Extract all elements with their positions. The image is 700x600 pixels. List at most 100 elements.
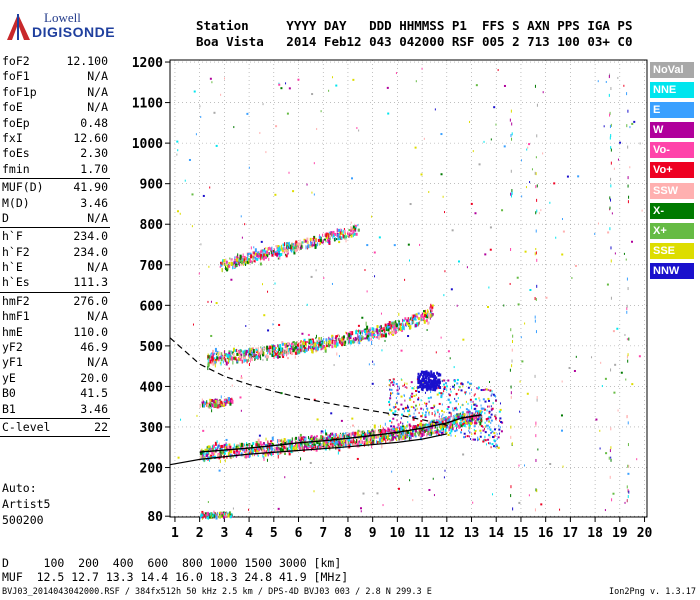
- echo-point: [372, 336, 374, 339]
- echo-point: [207, 353, 209, 356]
- param-divider: [0, 291, 110, 293]
- echo-point: [474, 416, 477, 420]
- echo-point: [610, 246, 612, 250]
- echo-point: [213, 513, 215, 516]
- echo-point: [566, 175, 569, 178]
- echo-point: [209, 457, 211, 462]
- echo-point: [277, 257, 279, 260]
- echo-point: [268, 252, 270, 256]
- echo-point: [423, 310, 426, 313]
- echo-point: [221, 267, 223, 272]
- echo-point: [343, 228, 345, 231]
- echo-point: [443, 386, 446, 389]
- echo-point: [511, 194, 513, 198]
- echo-point: [313, 236, 315, 240]
- echo-point: [469, 431, 471, 434]
- echo-point: [215, 448, 218, 451]
- echo-point: [206, 403, 208, 406]
- echo-point: [337, 438, 339, 442]
- echo-point: [216, 440, 218, 444]
- echo-point: [250, 355, 252, 359]
- echo-point: [456, 378, 459, 381]
- echo-point: [336, 352, 338, 356]
- echo-point: [396, 435, 398, 438]
- echo-point: [422, 312, 424, 315]
- echo-point: [309, 438, 311, 443]
- echo-point: [493, 439, 496, 442]
- echo-point: [397, 426, 399, 429]
- echo-point: [350, 229, 353, 233]
- echo-point: [364, 337, 367, 340]
- echo-point: [459, 414, 462, 417]
- echo-point: [219, 403, 221, 407]
- echo-point: [332, 234, 335, 238]
- echo-point: [245, 256, 247, 260]
- echo-point: [476, 387, 478, 390]
- echo-point: [253, 449, 255, 452]
- echo-point: [297, 443, 299, 448]
- echo-point: [319, 343, 322, 347]
- echo-point: [380, 312, 382, 315]
- echo-point: [439, 430, 442, 434]
- echo-point: [334, 337, 337, 340]
- echo-point: [249, 349, 251, 353]
- echo-point: [288, 347, 290, 352]
- echo-point: [479, 412, 482, 415]
- echo-point: [227, 452, 230, 457]
- echo-point: [375, 328, 378, 333]
- echo-point: [479, 435, 482, 438]
- echo-point: [395, 320, 397, 324]
- echo-point: [535, 421, 537, 425]
- echo-point: [340, 340, 342, 345]
- echo-point: [235, 448, 238, 452]
- echo-point: [454, 407, 457, 410]
- echo-point: [476, 415, 478, 420]
- echo-point: [277, 454, 279, 459]
- echo-point: [454, 384, 456, 387]
- echo-point: [366, 244, 369, 247]
- echo-point: [258, 444, 260, 448]
- echo-point: [222, 360, 224, 364]
- echo-point: [488, 411, 490, 414]
- echo-point: [397, 434, 399, 437]
- echo-point: [450, 415, 452, 418]
- echo-point: [216, 351, 218, 354]
- echo-point: [240, 353, 243, 356]
- echo-point: [447, 398, 450, 401]
- echo-point: [463, 417, 466, 420]
- echo-point: [263, 249, 266, 252]
- echo-point: [206, 403, 209, 407]
- echo-point: [417, 424, 420, 428]
- echo-point: [316, 346, 319, 351]
- echo-point: [304, 442, 306, 446]
- echo-point: [204, 453, 206, 456]
- echo-point: [402, 434, 404, 438]
- echo-point: [267, 352, 269, 355]
- echo-point: [318, 234, 320, 237]
- echo-point: [213, 510, 215, 514]
- echo-point: [302, 341, 304, 345]
- echo-point: [609, 111, 611, 115]
- param-name: MUF(D): [2, 180, 44, 195]
- echo-point: [624, 501, 626, 504]
- echo-point: [332, 340, 334, 345]
- echo-point: [398, 328, 400, 331]
- echo-point: [448, 416, 451, 421]
- echo-point: [355, 330, 358, 335]
- echo-point: [469, 392, 471, 395]
- param-value: N/A: [87, 69, 108, 84]
- echo-point: [289, 243, 291, 248]
- echo-point: [334, 344, 337, 348]
- echo-point: [408, 436, 410, 441]
- echo-point: [266, 345, 269, 350]
- echo-point: [455, 415, 457, 419]
- echo-point: [357, 439, 359, 444]
- echo-point: [407, 324, 410, 327]
- echo-point: [459, 406, 461, 409]
- echo-point: [427, 313, 429, 317]
- echo-point: [631, 240, 634, 243]
- echo-point: [438, 392, 441, 395]
- echo-point: [248, 166, 250, 169]
- echo-point: [468, 419, 471, 422]
- echo-point: [421, 385, 424, 389]
